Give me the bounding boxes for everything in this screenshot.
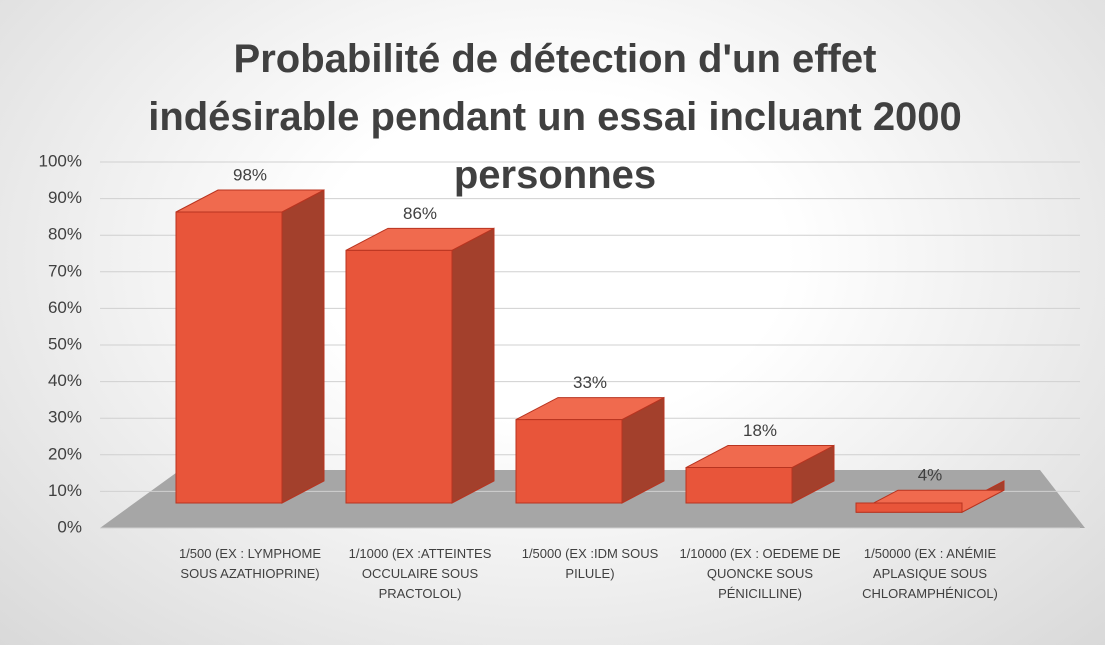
y-tick-label: 0% (57, 517, 82, 536)
data-label: 98% (233, 165, 267, 184)
chart-title: Probabilité de détection d'un effet indé… (148, 37, 962, 197)
x-tick-label: 1/50000 (EX : ANÉMIE APLASIQUE SOUS CHLO… (862, 546, 998, 601)
data-label: 86% (403, 204, 437, 223)
y-tick-label: 70% (48, 261, 82, 280)
y-tick-label: 40% (48, 371, 82, 390)
x-tick-label: 1/500 (EX : LYMPHOME SOUS AZATHIOPRINE) (178, 546, 322, 581)
data-label: 33% (573, 373, 607, 392)
bar-side (281, 189, 325, 504)
bar (685, 444, 835, 504)
y-tick-label: 20% (48, 444, 82, 463)
x-tick-label: 1/1000 (EX :ATTEINTES OCCULAIRE SOUS PRA… (348, 546, 492, 601)
bar-side (451, 227, 495, 504)
y-tick-label: 50% (48, 334, 82, 353)
y-tick-label: 30% (48, 408, 82, 427)
x-tick-label: 1/5000 (EX :IDM SOUS PILULE) (521, 546, 659, 581)
y-tick-label: 80% (48, 225, 82, 244)
bar (515, 396, 665, 504)
bar-front (175, 211, 283, 504)
bar-front (515, 419, 623, 504)
data-label: 4% (918, 466, 943, 485)
bar-front (345, 249, 453, 504)
y-tick-label: 100% (39, 151, 82, 170)
bar-front (855, 502, 963, 513)
bar (345, 227, 495, 504)
y-tick-label: 60% (48, 298, 82, 317)
x-tick-label: 1/10000 (EX : OEDEME DE QUONCKE SOUS PÉN… (679, 546, 841, 601)
bar (855, 480, 1005, 514)
y-tick-label: 10% (48, 481, 82, 500)
bar-front (685, 467, 793, 504)
data-label: 18% (743, 421, 777, 440)
bar (175, 189, 325, 504)
y-tick-label: 90% (48, 188, 82, 207)
